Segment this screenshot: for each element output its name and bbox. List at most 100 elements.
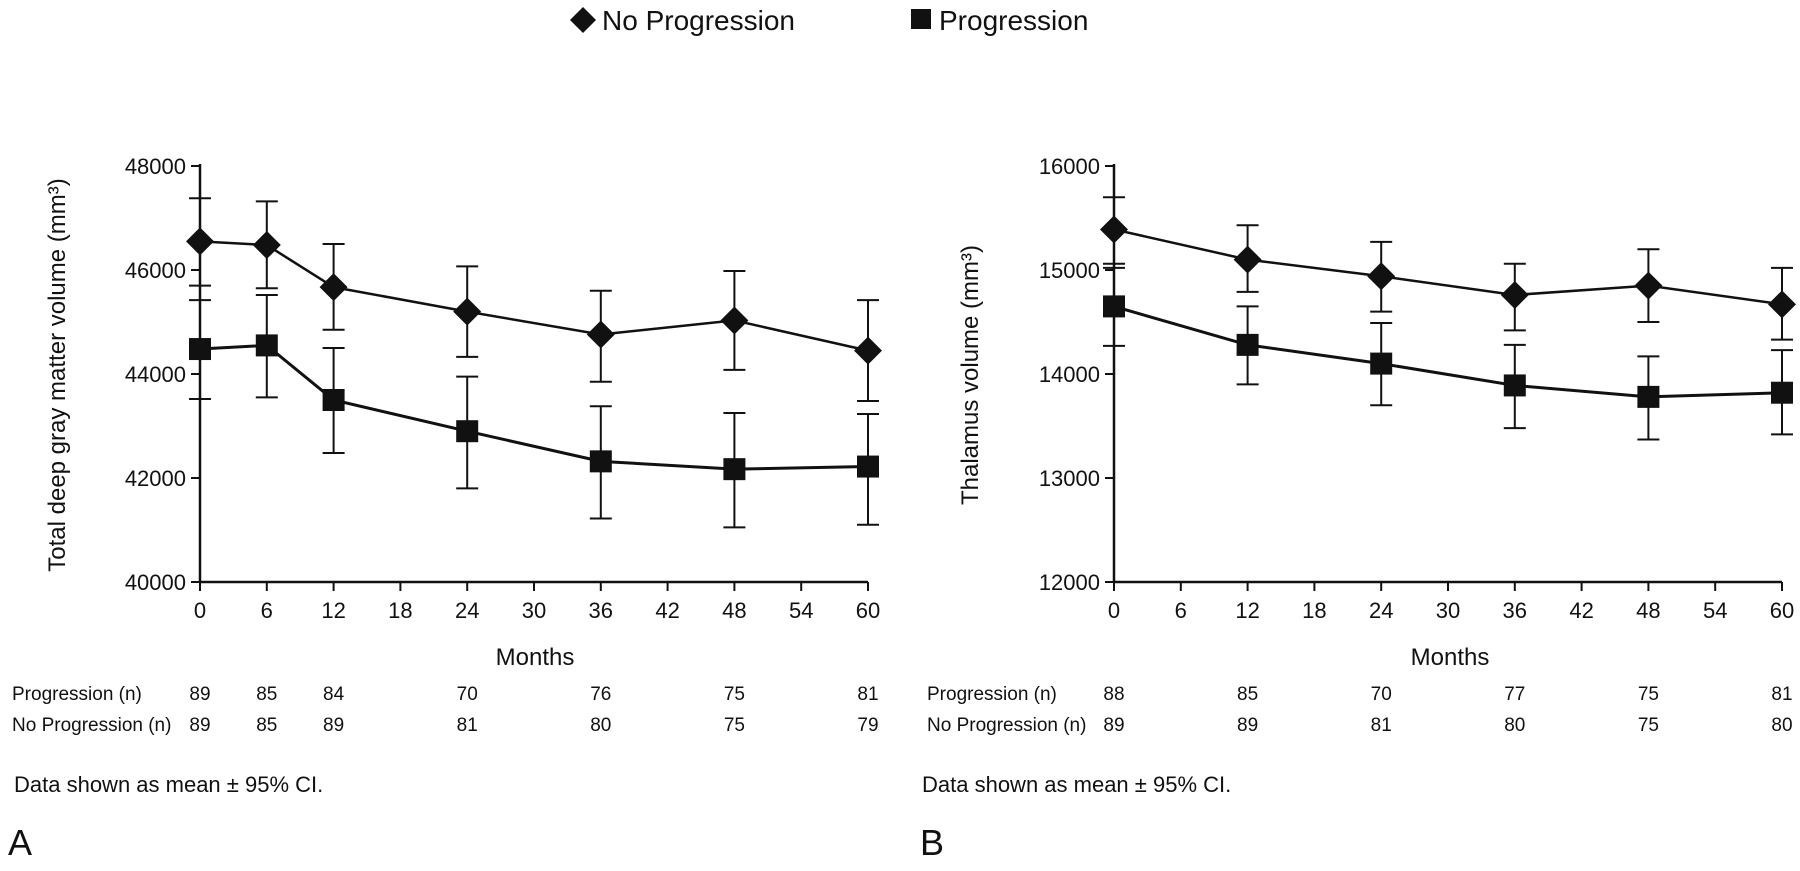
count-row-label: Progression (n) (12, 684, 142, 705)
count-value: 85 (256, 715, 277, 736)
count-value: 80 (590, 715, 611, 736)
x-tick-label: 36 (1503, 598, 1527, 623)
count-row-label: No Progression (n) (12, 715, 171, 736)
x-tick-label: 24 (455, 598, 479, 623)
count-value: 76 (590, 684, 611, 705)
series-line-no-progression (1113, 228, 1783, 306)
y-axis-label-b: Thalamus volume (mm³) (957, 245, 984, 505)
legend-label-progression: Progression (939, 5, 1088, 36)
data-point-diamond (186, 227, 214, 256)
legend-label-no-progression: No Progression (602, 5, 795, 36)
x-tick-label: 6 (1175, 598, 1187, 623)
count-value: 81 (1771, 684, 1792, 705)
count-value: 85 (1237, 684, 1258, 705)
y-tick-label: 44000 (125, 362, 186, 387)
data-point-square (456, 420, 479, 443)
count-value: 89 (189, 684, 210, 705)
data-point-diamond (252, 231, 281, 260)
ci-note: Data shown as mean ± 95% CI. (14, 772, 323, 797)
panel-letter-b: B (920, 822, 944, 863)
y-tick-label: 48000 (125, 154, 186, 179)
data-point-square (723, 458, 746, 481)
count-value: 77 (1504, 684, 1525, 705)
data-point-square (255, 334, 278, 357)
y-tick-label: 16000 (1039, 154, 1100, 179)
count-value: 88 (1103, 684, 1124, 705)
data-point-diamond (319, 273, 348, 302)
ci-note: Data shown as mean ± 95% CI. (922, 772, 1231, 797)
chart-panel-a: 40000 42000 44000 46000 48000 0 6 12 18 24 30 36 42 4… (8, 154, 882, 863)
y-tick-label: 14000 (1039, 362, 1100, 387)
x-tick-label: 30 (522, 598, 546, 623)
x-tick-label: 12 (321, 598, 345, 623)
data-point-square (1503, 374, 1526, 397)
count-value: 75 (724, 715, 745, 736)
plot-area-a: 40000 42000 44000 46000 48000 0 6 12 18 24 30 36 42 4… (125, 154, 882, 623)
count-value: 84 (323, 684, 345, 705)
series-line-progression (1113, 304, 1783, 399)
data-point-square (1370, 352, 1393, 375)
count-value: 81 (1371, 715, 1392, 736)
count-value: 80 (1771, 715, 1792, 736)
legend: No Progression Progression (570, 5, 1088, 36)
data-point-square (1771, 381, 1793, 404)
count-row-label: No Progression (n) (927, 715, 1086, 736)
count-value: 89 (323, 715, 344, 736)
y-tick-label: 42000 (125, 466, 186, 491)
count-value: 81 (457, 715, 478, 736)
x-tick-label: 60 (856, 598, 880, 623)
count-row-label: Progression (n) (927, 684, 1057, 705)
data-point-square (1637, 385, 1660, 408)
data-point-diamond (1634, 271, 1663, 300)
y-tick-label: 12000 (1039, 570, 1100, 595)
x-tick-label: 54 (789, 598, 813, 623)
data-point-square (1103, 295, 1125, 318)
data-point-square (589, 450, 612, 473)
count-value: 89 (1237, 715, 1258, 736)
panel-letter-a: A (8, 822, 32, 863)
data-point-diamond (1768, 290, 1796, 319)
legend-square-marker (911, 9, 931, 29)
x-tick-label: 54 (1703, 598, 1727, 623)
data-point-diamond (1367, 262, 1396, 291)
x-tick-label: 18 (1302, 598, 1326, 623)
x-tick-label: 48 (722, 598, 746, 623)
x-tick-label: 0 (194, 598, 206, 623)
x-tick-label: 42 (1569, 598, 1593, 623)
data-point-square (189, 338, 211, 361)
x-tick-label: 18 (388, 598, 412, 623)
x-tick-label: 36 (589, 598, 613, 623)
count-values-b: 88 85 70 77 75 81 89 89 81 80 75 80 (1103, 684, 1792, 736)
count-value: 80 (1504, 715, 1525, 736)
y-tick-label: 15000 (1039, 258, 1100, 283)
count-value: 75 (1638, 684, 1659, 705)
data-point-diamond (720, 306, 749, 335)
count-values-a: 89 85 84 70 76 75 81 89 85 89 81 80 75 79 (189, 684, 878, 736)
x-tick-label: 42 (655, 598, 679, 623)
x-tick-label: 0 (1108, 598, 1120, 623)
series-line-progression (199, 343, 869, 471)
x-tick-label: 30 (1436, 598, 1460, 623)
legend-diamond-marker (570, 7, 596, 33)
data-point-square (1236, 333, 1259, 356)
count-value: 75 (724, 684, 745, 705)
data-point-square (857, 455, 879, 478)
count-value: 85 (256, 684, 277, 705)
count-value: 89 (189, 715, 210, 736)
x-tick-label: 6 (261, 598, 273, 623)
data-point-diamond (586, 320, 615, 349)
y-tick-label: 40000 (125, 570, 186, 595)
count-value: 70 (1371, 684, 1392, 705)
data-point-diamond (1500, 280, 1529, 309)
count-value: 81 (857, 684, 878, 705)
count-value: 79 (857, 715, 878, 736)
x-axis-label-b: Months (1411, 644, 1490, 671)
data-point-square (322, 389, 345, 411)
x-tick-label: 60 (1770, 598, 1794, 623)
data-point-diamond (854, 336, 882, 365)
x-tick-label: 12 (1235, 598, 1259, 623)
data-point-diamond (1233, 245, 1262, 274)
count-value: 70 (457, 684, 478, 705)
x-axis-label-a: Months (496, 644, 575, 671)
